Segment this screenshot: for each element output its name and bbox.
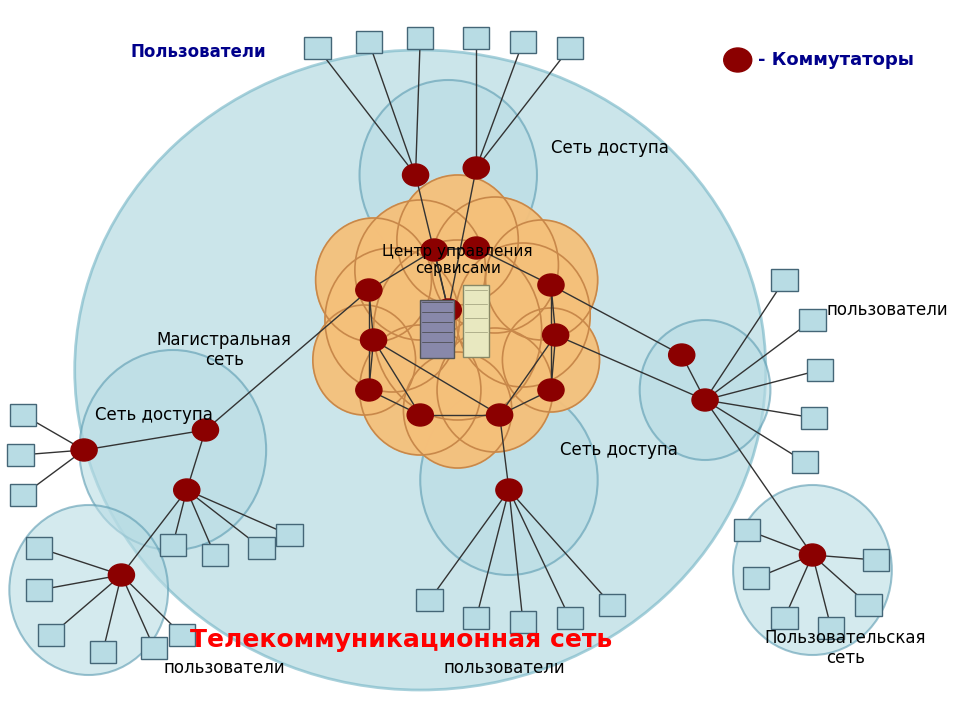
Text: Пользователи: Пользователи xyxy=(131,43,266,61)
Circle shape xyxy=(431,197,559,333)
Bar xyxy=(772,269,798,291)
Text: Центр управления
сервисами: Центр управления сервисами xyxy=(382,244,533,276)
Bar xyxy=(800,309,826,331)
Text: Магистральная
сеть: Магистральная сеть xyxy=(156,330,292,369)
Circle shape xyxy=(316,218,431,342)
Ellipse shape xyxy=(407,404,433,426)
Circle shape xyxy=(355,200,486,340)
Bar xyxy=(463,285,490,357)
Bar xyxy=(159,534,186,556)
Bar xyxy=(802,407,828,429)
Circle shape xyxy=(360,80,537,270)
Bar xyxy=(304,37,330,59)
Circle shape xyxy=(80,350,266,550)
Text: пользователи: пользователи xyxy=(444,659,565,677)
Circle shape xyxy=(733,485,892,655)
Bar xyxy=(26,579,52,601)
Ellipse shape xyxy=(724,48,752,72)
Bar xyxy=(818,617,844,639)
Ellipse shape xyxy=(800,544,826,566)
Ellipse shape xyxy=(692,389,718,411)
Bar xyxy=(557,37,583,59)
Bar xyxy=(8,444,34,466)
Bar xyxy=(855,594,881,616)
Text: Телекоммуникационная сеть: Телекоммуникационная сеть xyxy=(190,628,612,652)
Ellipse shape xyxy=(174,479,200,501)
Circle shape xyxy=(403,352,512,468)
Ellipse shape xyxy=(71,439,97,461)
Bar xyxy=(38,624,64,646)
Bar xyxy=(734,519,760,541)
Ellipse shape xyxy=(402,164,428,186)
Bar xyxy=(276,524,302,546)
Bar xyxy=(557,607,583,629)
Bar xyxy=(26,537,52,559)
Ellipse shape xyxy=(356,379,382,401)
Bar xyxy=(510,611,536,633)
Bar xyxy=(11,484,36,506)
Text: Сеть доступа: Сеть доступа xyxy=(561,441,678,459)
Bar xyxy=(863,549,889,571)
Circle shape xyxy=(456,243,590,387)
Bar xyxy=(743,567,770,589)
Ellipse shape xyxy=(360,329,387,351)
Bar xyxy=(407,27,433,49)
Circle shape xyxy=(325,248,460,392)
Bar xyxy=(202,544,228,566)
Bar xyxy=(89,641,116,663)
Ellipse shape xyxy=(75,50,766,690)
Circle shape xyxy=(486,220,598,340)
Bar xyxy=(356,31,382,53)
Text: пользователи: пользователи xyxy=(163,659,285,677)
Circle shape xyxy=(373,240,541,420)
Bar xyxy=(599,594,625,616)
Text: пользователи: пользователи xyxy=(827,301,948,319)
Ellipse shape xyxy=(463,237,490,259)
Text: Пользовательская
сеть: Пользовательская сеть xyxy=(764,629,925,667)
Circle shape xyxy=(437,328,553,452)
Circle shape xyxy=(360,325,481,455)
Ellipse shape xyxy=(435,299,462,321)
Ellipse shape xyxy=(421,239,447,261)
Bar xyxy=(417,589,443,611)
Circle shape xyxy=(396,175,518,305)
Ellipse shape xyxy=(538,274,564,296)
Ellipse shape xyxy=(463,157,490,179)
Text: Сеть доступа: Сеть доступа xyxy=(551,139,669,157)
Ellipse shape xyxy=(108,564,134,586)
Ellipse shape xyxy=(538,379,564,401)
Text: - Коммутаторы: - Коммутаторы xyxy=(758,51,914,69)
Circle shape xyxy=(639,320,771,460)
Bar xyxy=(141,637,167,659)
Circle shape xyxy=(420,385,598,575)
Bar xyxy=(11,404,36,426)
Bar xyxy=(463,27,490,49)
Bar xyxy=(169,624,195,646)
Ellipse shape xyxy=(496,479,522,501)
Ellipse shape xyxy=(542,324,568,346)
Circle shape xyxy=(502,308,600,412)
Circle shape xyxy=(10,505,168,675)
Circle shape xyxy=(313,305,416,415)
Ellipse shape xyxy=(487,404,513,426)
Bar xyxy=(806,359,833,381)
Text: Сеть доступа: Сеть доступа xyxy=(95,406,213,424)
Ellipse shape xyxy=(192,419,219,441)
Bar xyxy=(463,607,490,629)
Bar xyxy=(772,607,798,629)
Ellipse shape xyxy=(356,279,382,301)
Bar xyxy=(792,451,818,473)
Ellipse shape xyxy=(668,344,695,366)
Bar xyxy=(510,31,536,53)
Bar xyxy=(420,300,454,358)
Bar xyxy=(249,537,275,559)
